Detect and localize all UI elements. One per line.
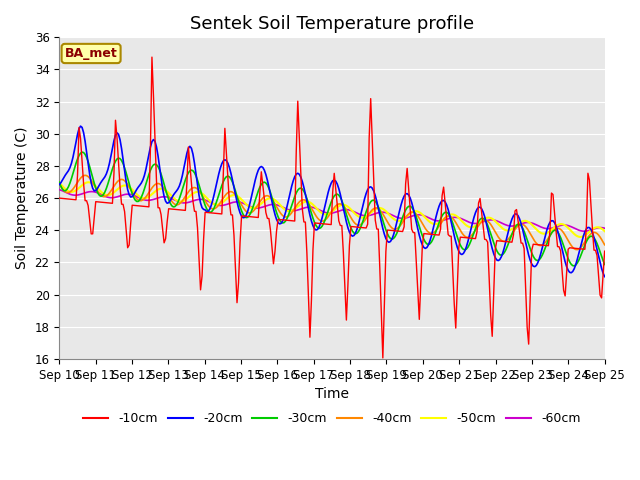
-30cm (573, 260, 581, 266)
-50cm (577, 234, 584, 240)
-40cm (56, 181, 63, 187)
-10cm (56, 195, 63, 201)
-20cm (124, 187, 131, 192)
-50cm (56, 180, 63, 186)
-30cm (124, 175, 131, 181)
-60cm (236, 199, 244, 205)
-50cm (601, 228, 609, 234)
-50cm (296, 203, 303, 208)
-60cm (122, 192, 130, 197)
-20cm (247, 197, 255, 203)
-20cm (237, 213, 245, 219)
Line: -10cm: -10cm (60, 57, 605, 358)
Title: Sentek Soil Temperature profile: Sentek Soil Temperature profile (190, 15, 474, 33)
-50cm (220, 199, 227, 204)
-10cm (247, 214, 255, 220)
-50cm (247, 204, 255, 210)
-60cm (56, 187, 63, 192)
-10cm (601, 248, 609, 254)
-40cm (124, 181, 131, 187)
-30cm (220, 179, 227, 184)
Text: BA_met: BA_met (65, 47, 118, 60)
-30cm (78, 149, 86, 155)
-30cm (601, 262, 609, 267)
-60cm (218, 203, 226, 208)
-30cm (570, 263, 578, 269)
-40cm (81, 172, 89, 178)
-50cm (124, 183, 131, 189)
-60cm (245, 203, 253, 209)
Line: -30cm: -30cm (60, 152, 605, 266)
-20cm (572, 262, 580, 267)
-50cm (84, 180, 92, 185)
Y-axis label: Soil Temperature (C): Soil Temperature (C) (15, 127, 29, 269)
-60cm (294, 207, 301, 213)
-40cm (573, 247, 581, 252)
-10cm (573, 246, 581, 252)
-20cm (220, 158, 227, 164)
Line: -20cm: -20cm (60, 126, 605, 276)
-20cm (77, 123, 84, 129)
Line: -50cm: -50cm (60, 182, 605, 237)
-40cm (220, 195, 227, 201)
-40cm (601, 242, 609, 248)
-20cm (296, 171, 303, 177)
X-axis label: Time: Time (315, 387, 349, 401)
-60cm (601, 225, 609, 231)
Line: -60cm: -60cm (60, 190, 605, 231)
Line: -40cm: -40cm (60, 175, 605, 250)
-60cm (570, 225, 578, 231)
-30cm (56, 180, 63, 185)
-30cm (247, 210, 255, 216)
-10cm (237, 213, 245, 219)
-10cm (379, 355, 387, 361)
-40cm (247, 210, 255, 216)
-10cm (122, 227, 130, 232)
-30cm (296, 186, 303, 192)
-30cm (237, 208, 245, 214)
-50cm (572, 232, 580, 238)
-20cm (601, 274, 609, 279)
-40cm (237, 202, 245, 208)
-10cm (296, 134, 303, 140)
Legend: -10cm, -20cm, -30cm, -40cm, -50cm, -60cm: -10cm, -20cm, -30cm, -40cm, -50cm, -60cm (78, 407, 586, 430)
-10cm (220, 170, 227, 176)
-20cm (56, 182, 63, 188)
-40cm (296, 199, 303, 205)
-50cm (237, 197, 245, 203)
-60cm (581, 228, 589, 234)
-40cm (572, 247, 580, 252)
-10cm (148, 54, 156, 60)
